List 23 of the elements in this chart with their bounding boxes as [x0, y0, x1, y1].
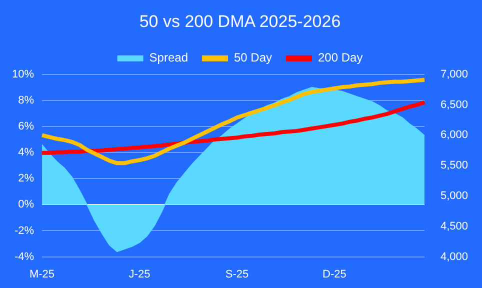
- y2-tick-label: 4,500: [440, 220, 468, 232]
- x-tick-label: D-25: [322, 268, 346, 280]
- y-tick-label: 2%: [18, 172, 34, 185]
- y-tick-label: -4%: [14, 250, 34, 263]
- chart-title: 50 vs 200 DMA 2025-2026: [139, 12, 341, 31]
- y2-tick-label: 7,000: [440, 68, 468, 80]
- y2-tick-label: 4,000: [440, 250, 468, 263]
- y2-tick-label: 6,500: [440, 98, 468, 111]
- y-tick-label: 6%: [18, 120, 34, 133]
- y-tick-label: 4%: [18, 146, 34, 159]
- x-tick-label: S-25: [225, 268, 249, 280]
- y2-tick-label: 5,500: [440, 160, 468, 172]
- legend-label: 50 Day: [234, 50, 272, 65]
- y-tick-label: 0%: [18, 198, 34, 211]
- y-tick-label: 10%: [12, 68, 34, 80]
- y2-tick-label: 5,000: [440, 190, 468, 202]
- x-tick-label: M-25: [29, 268, 55, 280]
- y-tick-label: 8%: [18, 94, 34, 106]
- y-tick-label: -2%: [14, 224, 34, 237]
- legend-label: Spread: [149, 50, 188, 65]
- x-tick-label: J-25: [128, 268, 150, 280]
- legend-label: 200 Day: [318, 50, 363, 65]
- y2-tick-label: 6,000: [440, 129, 468, 142]
